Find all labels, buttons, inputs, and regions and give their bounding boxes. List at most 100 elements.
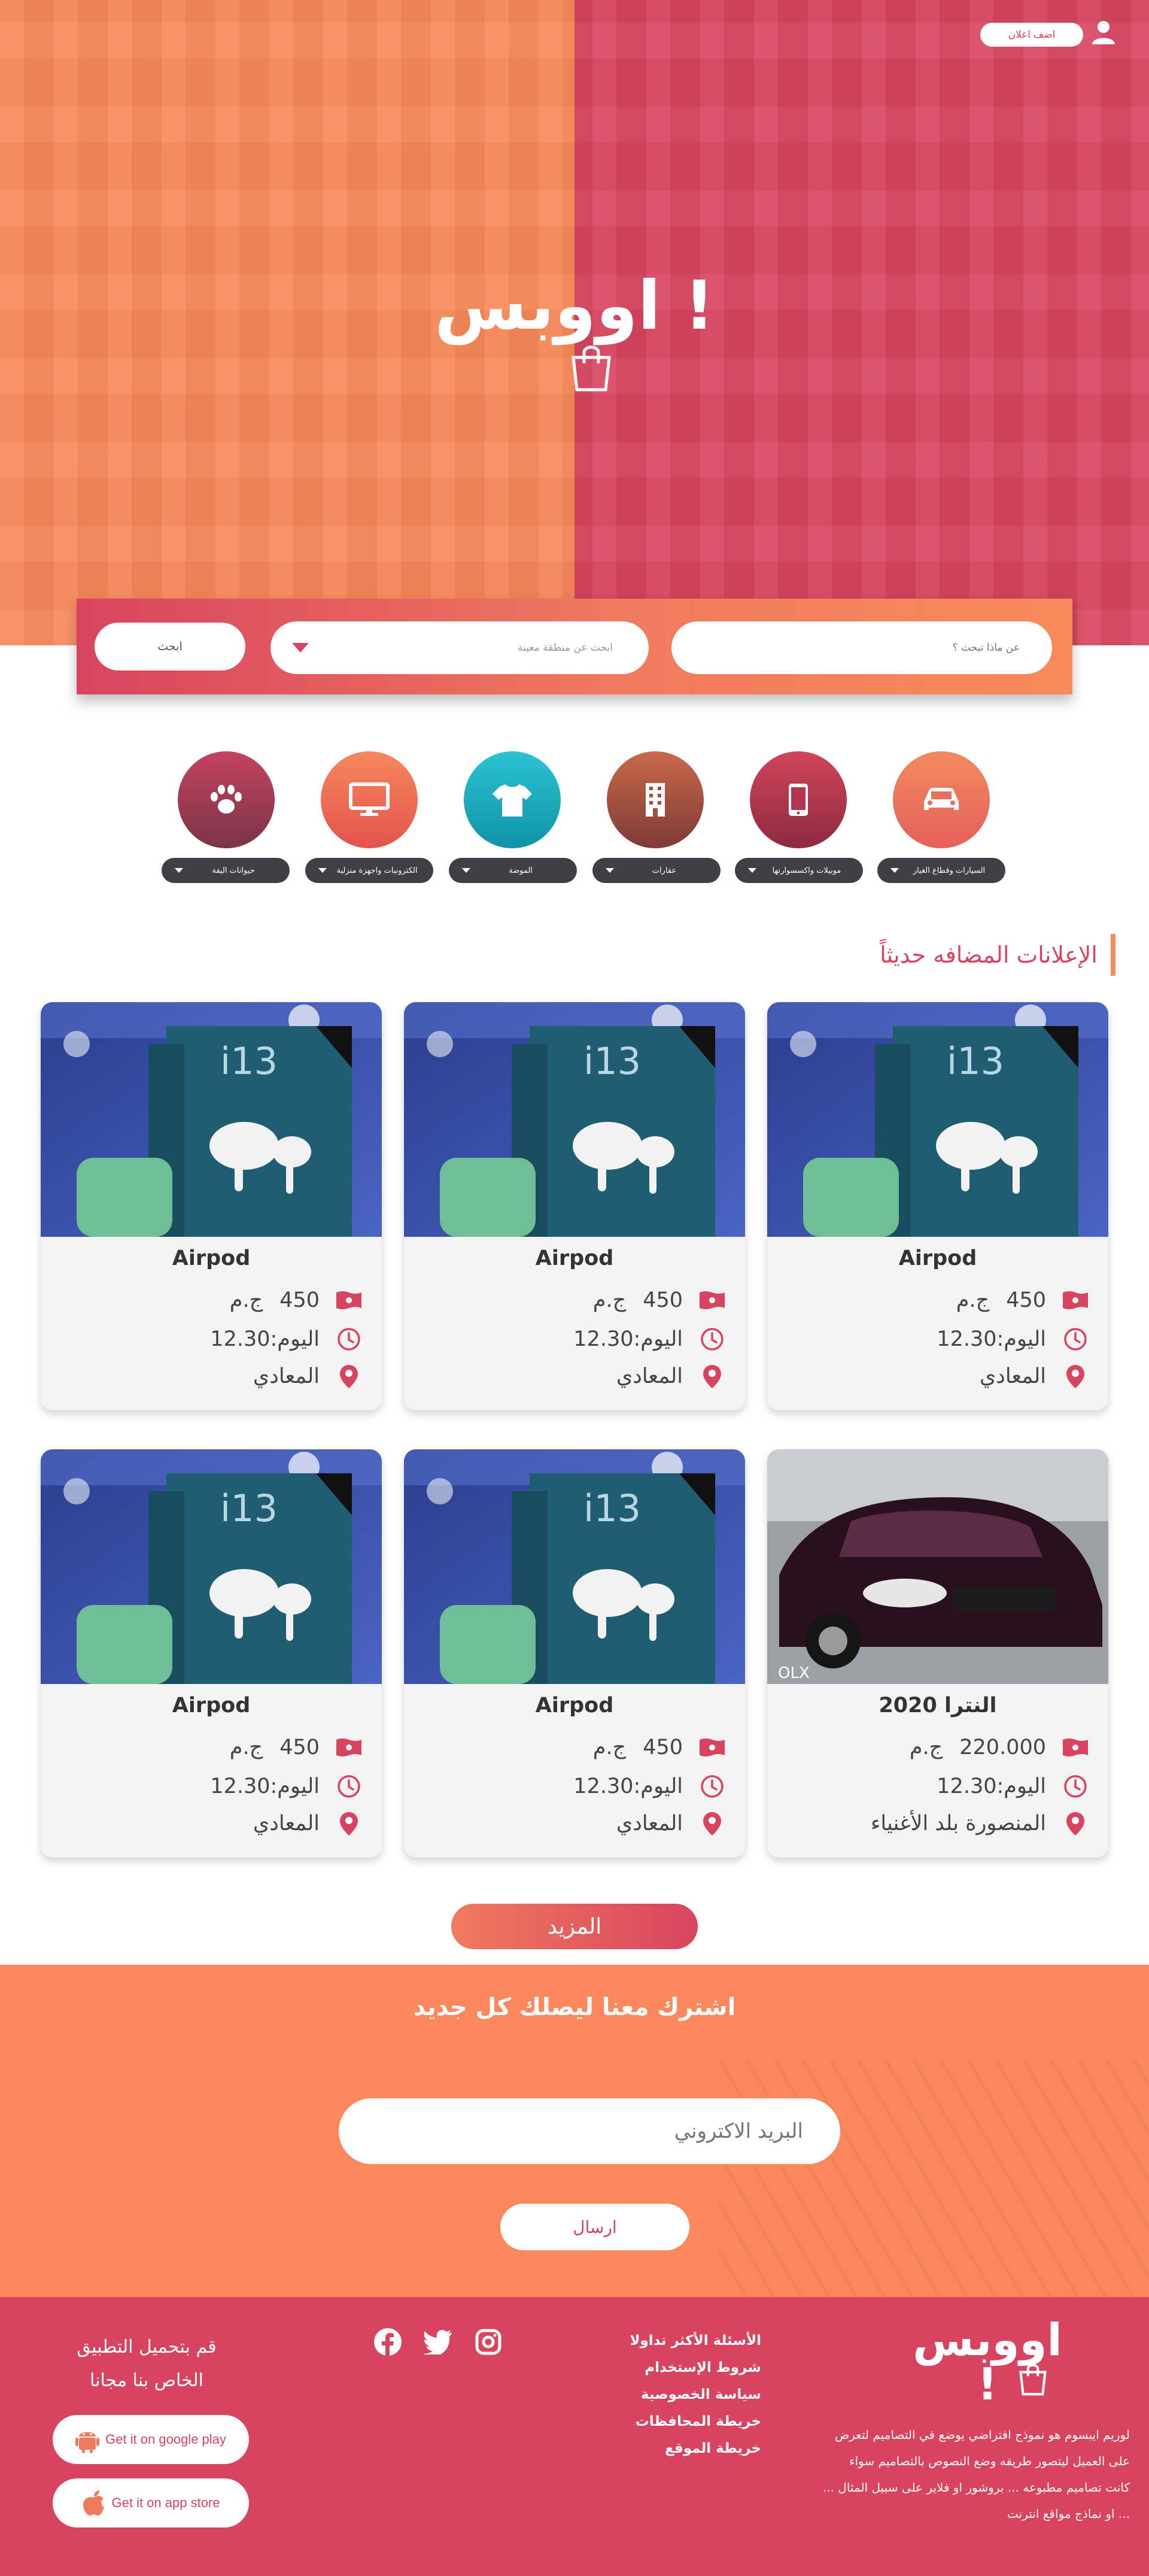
footer-link-terms[interactable]: شروط الإستخدام — [645, 2360, 761, 2375]
footer-link-governorates-map[interactable]: خريطة المحافظات — [635, 2414, 761, 2429]
shirt-icon — [493, 784, 532, 817]
region-select[interactable]: ابحث عن منطقة معينة — [270, 621, 649, 674]
paw-icon — [211, 785, 242, 814]
app-store-button[interactable]: Get it on app store — [53, 2478, 249, 2528]
listing-image[interactable]: i13 — [41, 1002, 382, 1237]
listing-card[interactable]: i13 Airpod ج.م 450 اليوم:12.30 المعادي — [404, 1002, 745, 1410]
listing-title[interactable]: Airpod — [898, 1246, 977, 1270]
category-label: حيوانات اليفة — [212, 866, 255, 875]
category-electronics[interactable] — [321, 751, 418, 848]
listing-time-value: اليوم:12.30 — [210, 1327, 320, 1351]
listing-image[interactable]: OLX — [767, 1449, 1108, 1684]
listing-image[interactable]: i13 — [41, 1449, 382, 1684]
send-button[interactable]: ارسال — [500, 2204, 689, 2250]
subscribe-title: اشترك معنا ليصلك كل جديد — [413, 1994, 736, 2021]
svg-text:i13: i13 — [947, 1039, 1004, 1083]
shopping-bag-icon — [1017, 2362, 1048, 2398]
flag-icon — [335, 1735, 363, 1759]
chevron-down-icon — [606, 868, 614, 873]
instagram-icon[interactable] — [473, 2326, 504, 2357]
listing-title[interactable]: Airpod — [172, 1694, 251, 1718]
category-cars[interactable] — [893, 751, 990, 848]
footer-link-faq[interactable]: الأسئلة الأكثر تداولا — [630, 2333, 761, 2349]
footer-link-privacy[interactable]: سياسة الخصوصية — [641, 2387, 761, 2402]
listing-card[interactable]: OLX النترا 2020 ج.م 220.000 اليوم:12.30 … — [767, 1449, 1108, 1858]
flag-icon — [698, 1288, 726, 1312]
clock-icon — [1062, 1327, 1089, 1351]
category-real-estate[interactable] — [607, 751, 704, 848]
location-pin-icon — [1062, 1364, 1089, 1388]
listing-currency: ج.م — [592, 1735, 627, 1759]
chevron-down-icon — [318, 868, 327, 873]
svg-text:i13: i13 — [220, 1039, 278, 1083]
listing-card[interactable]: i13 Airpod ج.م 450 اليوم:12.30 المعادي — [404, 1449, 745, 1858]
chevron-down-icon — [292, 643, 309, 653]
email-field[interactable] — [339, 2098, 840, 2164]
listing-time: اليوم:12.30 — [767, 1324, 1089, 1354]
listing-currency: ج.م — [592, 1288, 627, 1312]
category-dropdown-mobiles[interactable]: موبيلات واكسسوارتها — [735, 858, 863, 883]
google-play-button[interactable]: Get it on google play — [53, 2415, 249, 2464]
more-button[interactable]: المزيد — [451, 1904, 698, 1949]
listing-price-value: 450 — [279, 1288, 320, 1312]
android-icon — [75, 2426, 100, 2453]
add-ad-button[interactable]: اضف اعلان — [980, 23, 1083, 47]
region-select-label: ابحث عن منطقة معينة — [518, 642, 613, 654]
listing-card[interactable]: i13 Airpod ج.م 450 اليوم:12.30 المعادي — [41, 1449, 382, 1858]
listing-time: اليوم:12.30 — [404, 1771, 726, 1801]
user-account-icon[interactable] — [1089, 18, 1118, 47]
category-mobiles[interactable] — [750, 751, 847, 848]
category-dropdown-cars[interactable]: السيارات وقطاع الغيار — [877, 858, 1005, 883]
mobile-icon — [789, 784, 808, 816]
footer-about-line: ... او نماذج مواقع انترنت — [1007, 2507, 1130, 2521]
listing-image[interactable]: i13 — [767, 1002, 1108, 1237]
listing-image[interactable]: i13 — [404, 1002, 745, 1237]
location-pin-icon — [335, 1364, 363, 1388]
footer-link-sitemap[interactable]: خريطة الموقع — [664, 2441, 761, 2456]
clock-icon — [1062, 1774, 1089, 1798]
listing-location-value: المعادي — [253, 1812, 320, 1835]
listing-title[interactable]: Airpod — [535, 1694, 614, 1718]
category-label: الموضة — [509, 866, 533, 875]
download-app-line: الخاص بنا مجانا — [90, 2370, 203, 2391]
listing-card[interactable]: i13 Airpod ج.م 450 اليوم:12.30 المعادي — [767, 1002, 1108, 1410]
listing-time-value: اليوم:12.30 — [573, 1327, 683, 1351]
category-dropdown-fashion[interactable]: الموضة — [449, 858, 577, 883]
footer-logo-text: اووبس ! — [913, 2314, 1062, 2410]
twitter-icon[interactable] — [422, 2326, 454, 2357]
search-input[interactable] — [671, 621, 1052, 674]
listing-time: اليوم:12.30 — [41, 1324, 363, 1354]
listing-image[interactable]: i13 — [404, 1449, 745, 1684]
hero-background-texture — [0, 0, 1149, 645]
flag-icon — [335, 1288, 363, 1312]
footer-about-line: على العميل ليتصور طريقه وضع النصوص بالتص… — [849, 2454, 1130, 2468]
hero-right-panel — [574, 0, 1149, 645]
listing-price: ج.م 450 — [404, 1732, 726, 1762]
listing-title[interactable]: Airpod — [172, 1246, 251, 1270]
shopping-bag-icon — [569, 343, 614, 395]
listing-title[interactable]: النترا 2020 — [879, 1694, 997, 1718]
listing-price-value: 450 — [643, 1288, 683, 1312]
search-button[interactable]: ابحث — [95, 623, 245, 670]
chevron-down-icon — [748, 868, 756, 873]
listing-title[interactable]: Airpod — [535, 1246, 614, 1270]
category-fashion[interactable] — [464, 751, 561, 848]
category-dropdown-pets[interactable]: حيوانات اليفة — [162, 858, 290, 883]
listing-time-value: اليوم:12.30 — [210, 1774, 320, 1798]
category-dropdown-real-estate[interactable]: عقارات — [592, 858, 721, 883]
location-pin-icon — [698, 1364, 726, 1388]
category-label: عقارات — [652, 866, 677, 875]
category-dropdown-electronics[interactable]: الكترونيات واجهزة منزلية — [305, 858, 433, 883]
listing-card[interactable]: i13 Airpod ج.م 450 اليوم:12.30 المعادي — [41, 1002, 382, 1410]
location-pin-icon — [335, 1812, 363, 1835]
subscribe-background-decoration — [718, 2061, 1149, 2297]
listing-currency: ج.م — [229, 1288, 263, 1312]
listing-price-value: 220.000 — [959, 1735, 1046, 1759]
facebook-icon[interactable] — [372, 2326, 403, 2357]
google-play-label: Get it on google play — [105, 2432, 226, 2447]
location-pin-icon — [1062, 1812, 1089, 1835]
category-label: السيارات وقطاع الغيار — [913, 866, 986, 875]
listing-price: ج.م 220.000 — [767, 1732, 1089, 1762]
svg-text:i13: i13 — [583, 1486, 641, 1530]
category-pets[interactable] — [178, 751, 275, 848]
